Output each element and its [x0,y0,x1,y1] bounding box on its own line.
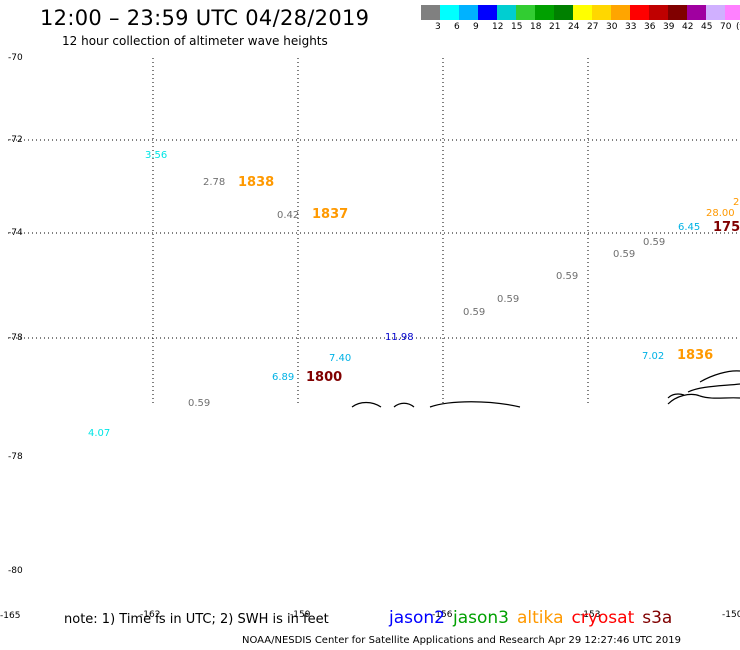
antarctic-coastline [351,370,740,408]
wave-height-label: 2 [733,197,739,208]
colorbar-swatch [649,5,668,20]
wave-height-label: 0.59 [643,237,665,248]
colorbar-swatch [516,5,535,20]
longitude-labels: -165 -162 -159 -156 -153 -150 [0,610,740,621]
colorbar-label: 24 [568,22,580,32]
lat-label: -78 [8,333,23,343]
wave-height-label: 0.59 [613,249,635,260]
wave-height-label: 7.02 [642,351,664,362]
lon-label: -162 [140,610,160,620]
colorbar-swatch [554,5,573,20]
units-note: note: 1) Time is in UTC; 2) SWH is in fe… [64,612,329,627]
wave-height-label: 0.59 [497,294,519,305]
credit-line: NOAA/NESDIS Center for Satellite Applica… [242,635,681,646]
colorbar-swatch [630,5,649,20]
colorbar-swatch [668,5,687,20]
colorbar-swatch [497,5,516,20]
legend-cryosat: cryosat [571,608,635,628]
colorbar-swatch [611,5,630,20]
lon-label: -150 [722,610,740,620]
colorbar-label: 36 [644,22,656,32]
lat-label: -72 [8,135,23,145]
colorbar-label: 70 [720,22,732,32]
colorbar-label: 45 [701,22,713,32]
wave-height-label: 0.59 [463,307,485,318]
colorbar-swatch [440,5,459,20]
wave-height-label: 175 [713,220,740,235]
coastline-segment [351,401,382,408]
satellite-legend: jason2 jason3 altika cryosat s3a [389,608,680,628]
coastline-segment [699,370,740,383]
wave-height-colorbar [421,5,740,20]
colorbar-label: 27 [587,22,599,32]
colorbar-swatch [706,5,725,20]
legend-s3a: s3a [642,608,673,628]
lon-label: -153 [580,610,600,620]
colorbar-label: 39 [663,22,675,32]
wave-height-label: 1836 [677,348,713,363]
lon-label: -159 [290,610,311,620]
lon-label: -165 [0,611,20,621]
colorbar-swatch [478,5,497,20]
legend-jason2: jason2 [389,608,445,628]
wave-height-label: 11.98 [385,332,414,343]
colorbar-label: 12 [492,22,504,32]
colorbar-label: 30 [606,22,618,32]
lat-label: -78 [8,452,23,462]
wave-height-label: 3.56 [145,150,167,161]
colorbar-label: 18 [530,22,542,32]
colorbar-swatch [573,5,592,20]
colorbar-label: 42 [682,22,694,32]
colorbar-label: (ft) [736,22,740,32]
coastline-segment [667,393,740,405]
lat-label: -74 [8,228,23,238]
colorbar-label: 21 [549,22,561,32]
legend-altika: altika [517,608,564,628]
colorbar-label: 6 [454,22,460,32]
wave-height-label: 1837 [312,207,348,222]
graticule [8,58,740,404]
wave-height-label: 6.89 [272,372,294,383]
colorbar-label: 3 [435,22,441,32]
wave-height-label: 28.00 [706,208,735,219]
wave-height-label: 6.45 [678,222,700,233]
colorbar-swatch [687,5,706,20]
wave-height-label: 2.78 [203,177,225,188]
wave-height-label: 0.59 [188,398,210,409]
wave-height-label: 7.40 [329,353,351,364]
altimeter-observations: 3.56 2.78 1838 0.42 1837 28.002 6.45 175 0.59 0.5… [88,150,740,439]
wave-height-label: 4.07 [88,428,110,439]
colorbar-swatch [725,5,740,20]
coastline-segment [687,383,740,393]
colorbar-swatch [459,5,478,20]
coastline-segment [429,401,521,408]
wave-height-label: 1800 [306,370,342,385]
wave-height-label: 0.42 [277,210,299,221]
coastline-segment [667,393,685,399]
lat-label: -70 [8,53,23,63]
lat-label: -80 [8,566,23,576]
wave-height-label: 0.59 [556,271,578,282]
colorbar-label: 33 [625,22,637,32]
colorbar-swatch [421,5,440,20]
wave-height-label: 1838 [238,175,274,190]
latitude-labels: -70 -72 -74 -78 -78 -80 [8,53,23,576]
legend-jason3: jason3 [453,608,509,628]
lon-label: -156 [432,610,453,620]
colorbar-swatch [535,5,554,20]
colorbar-label: 9 [473,22,479,32]
page-subtitle: 12 hour collection of altimeter wave hei… [62,34,328,48]
colorbar-swatch [592,5,611,20]
colorbar-label: 15 [511,22,523,32]
page-title: 12:00 – 23:59 UTC 04/28/2019 [40,6,370,30]
coastline-segment [393,402,415,408]
